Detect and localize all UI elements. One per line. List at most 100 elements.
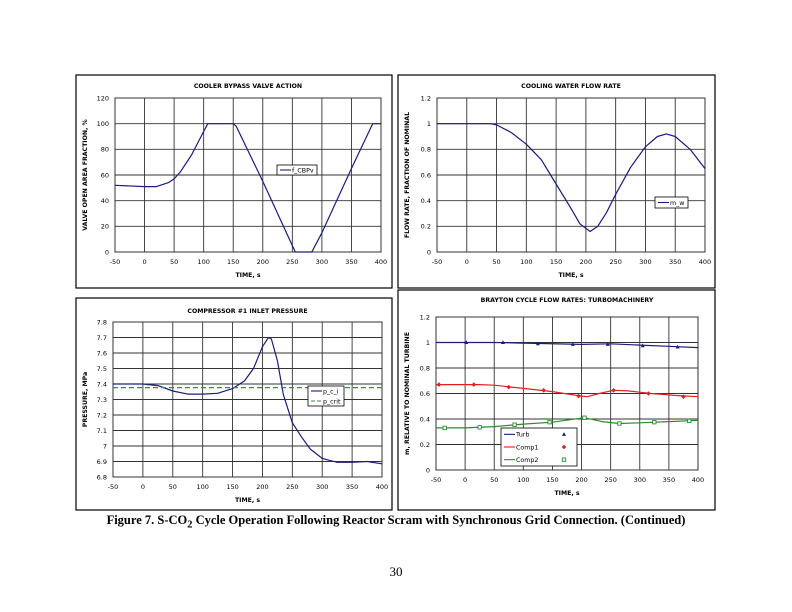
legend-label: Comp2 <box>516 457 538 464</box>
x-tick-label: 0 <box>463 476 467 484</box>
data-point-triangle <box>535 341 540 346</box>
caption-suffix: Cycle Operation Following Reactor Scram … <box>192 513 686 527</box>
data-point-square <box>617 421 622 426</box>
legend: m_w <box>654 196 689 209</box>
series-turb <box>436 340 699 349</box>
x-tick-label: 200 <box>256 483 268 491</box>
x-tick-label: 50 <box>170 258 178 266</box>
caption-subscript: 2 <box>187 519 193 531</box>
data-point-diamond <box>681 394 686 399</box>
y-tick-label: 7.5 <box>97 365 107 373</box>
chart-1: -50 0 50 100 150 200 250 300 350 4000204060801001… <box>75 74 393 289</box>
x-tick-label: -50 <box>108 483 119 491</box>
plot-area <box>435 316 699 471</box>
data-point-diamond <box>611 388 616 393</box>
chart-border <box>397 289 716 511</box>
x-axis-label: TIME, s <box>554 490 579 497</box>
data-point-triangle <box>562 432 566 436</box>
legend-box <box>654 196 689 209</box>
y-tick-label: 7.8 <box>97 318 107 326</box>
chart-4: -50 0 50 100 150 200 250 300 350 40000.20.40.60.8… <box>397 289 716 511</box>
x-tick-label: 150 <box>226 483 238 491</box>
chart-border <box>75 297 393 511</box>
x-tick-label: 400 <box>376 483 388 491</box>
data-point-square <box>561 457 567 462</box>
data-point-square <box>477 425 482 430</box>
x-tick-label: 100 <box>517 476 529 484</box>
x-tick-label: 250 <box>286 258 298 266</box>
chart-title: BRAYTON CYCLE FLOW RATES: TURBOMACHINERY <box>481 297 654 304</box>
data-point-square <box>652 420 657 425</box>
data-point-triangle <box>675 344 680 349</box>
x-axis-label: TIME, s <box>235 497 260 504</box>
series-comp2 <box>436 415 699 431</box>
y-tick-label: 7.7 <box>97 334 107 342</box>
y-tick-label: 7.2 <box>97 411 107 419</box>
y-tick-label: 0.2 <box>420 441 430 449</box>
x-tick-label: 300 <box>639 258 651 266</box>
y-tick-label: 60 <box>101 171 109 179</box>
legend-label: Turb <box>515 432 529 439</box>
data-point-triangle <box>464 340 469 344</box>
y-tick-label: 100 <box>97 120 109 128</box>
y-tick-label: 0.8 <box>421 146 431 154</box>
y-tick-label: 0 <box>426 466 430 474</box>
y-tick-label: 7.4 <box>97 380 107 388</box>
data-point-square <box>687 418 692 424</box>
data-point-square <box>512 422 517 427</box>
x-tick-label: 50 <box>490 476 498 484</box>
x-tick-label: 400 <box>375 258 387 266</box>
data-point-diamond <box>646 391 651 396</box>
chart-title: COOLING WATER FLOW RATE <box>521 83 621 90</box>
data-point-diamond <box>541 388 547 393</box>
x-tick-label: 100 <box>196 483 208 491</box>
x-tick-label: 300 <box>316 483 328 491</box>
data-point-square <box>442 425 447 431</box>
x-tick-label: 350 <box>346 483 358 491</box>
chart-3: -50 0 50 100 150 200 250 300 350 400 6.8 6.9 7 7.1 7.2… <box>75 297 393 511</box>
x-axis-label: TIME, s <box>558 272 583 279</box>
legend-box <box>276 164 318 176</box>
plot-area <box>114 97 382 253</box>
x-tick-label: -50 <box>432 258 443 266</box>
x-tick-label: 250 <box>604 476 616 484</box>
legend-label: p_c_i <box>323 388 339 395</box>
x-tick-label: -50 <box>110 258 121 266</box>
series-line <box>114 123 381 253</box>
y-tick-label: 0.4 <box>421 197 431 205</box>
x-tick-label: 150 <box>550 258 562 266</box>
x-tick-label: 50 <box>169 483 177 491</box>
caption-prefix: Figure 7. S-CO <box>106 513 188 527</box>
y-tick-label: 120 <box>97 94 109 102</box>
legend-label: f_CBPv <box>292 167 314 174</box>
data-point-diamond <box>471 382 477 387</box>
y-axis-label: PRESSURE, MPa <box>82 372 89 427</box>
data-point-square <box>582 415 587 420</box>
y-axis-label: m, RELATIVE TO NOMINAL TURBINE <box>404 332 411 455</box>
series-p-c-i <box>113 336 383 465</box>
series-f-cbpv <box>114 123 381 253</box>
y-tick-label: 6.9 <box>97 458 107 466</box>
x-tick-label: 300 <box>634 476 646 484</box>
x-tick-label: 350 <box>345 258 357 266</box>
x-tick-label: 250 <box>286 483 298 491</box>
x-tick-label: 400 <box>699 258 711 266</box>
y-tick-label: 7.3 <box>97 396 107 404</box>
series-line <box>113 336 383 465</box>
series-line <box>436 341 699 349</box>
x-tick-label: 0 <box>465 258 469 266</box>
x-tick-label: 350 <box>663 476 675 484</box>
chart-title: COMPRESSOR #1 INLET PRESSURE <box>187 308 307 315</box>
data-point-triangle <box>605 342 610 346</box>
chart-title: COOLER BYPASS VALVE ACTION <box>194 83 302 90</box>
x-tick-label: 150 <box>227 258 239 266</box>
x-tick-label: 300 <box>316 258 328 266</box>
x-tick-label: 100 <box>520 258 532 266</box>
y-tick-label: 7 <box>103 442 107 450</box>
y-tick-label: 1.2 <box>420 313 430 321</box>
legend: Turb Comp1 Comp2 <box>500 427 578 467</box>
series-comp1 <box>436 382 699 399</box>
y-tick-label: 20 <box>101 223 109 231</box>
legend-label: Comp1 <box>516 444 538 451</box>
